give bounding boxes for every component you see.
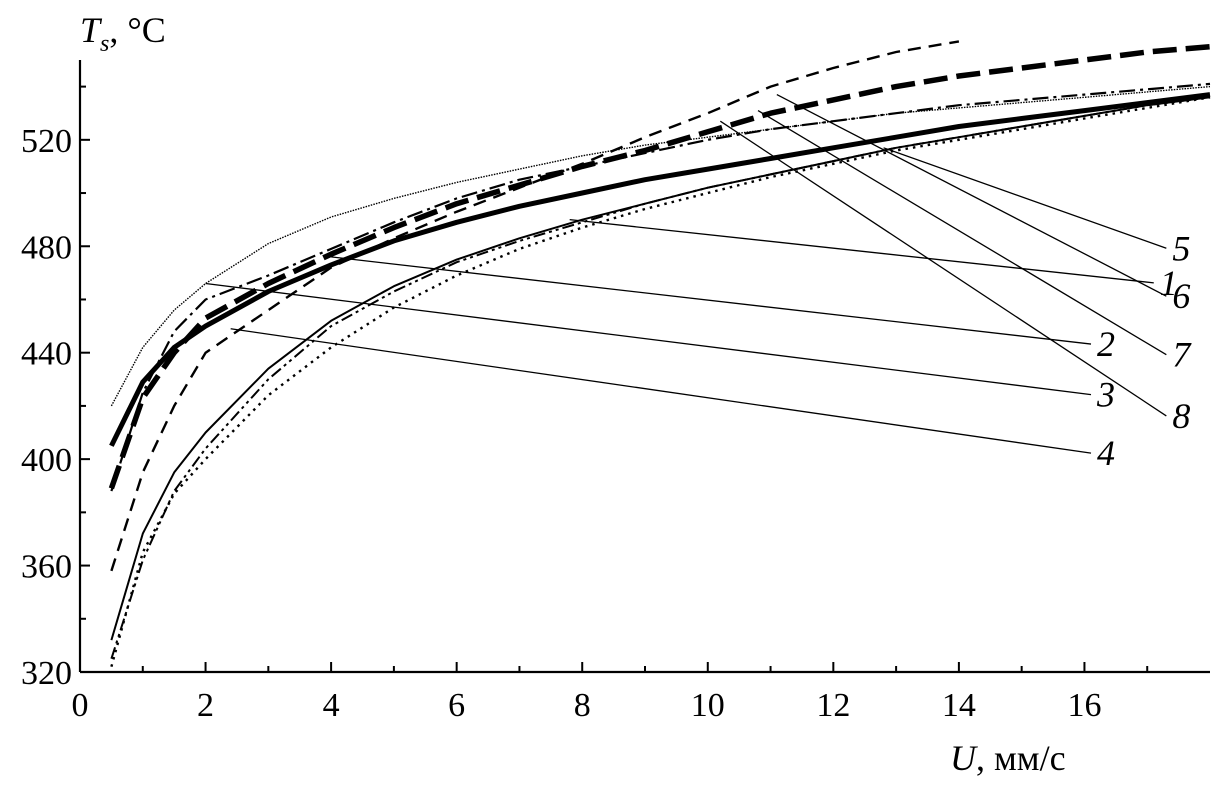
- curve-label-6: 6: [1172, 276, 1190, 316]
- curve-label-4: 4: [1097, 433, 1115, 473]
- ticks-layer: 0 2 4 6 8 10 12 14 16 320 360 400 440 480 520: [21, 85, 1149, 724]
- series-2-line: [109, 92, 1211, 447]
- x-tick-label: 6: [448, 687, 465, 724]
- curve-label-3: 3: [1096, 375, 1115, 415]
- y-tick-label: 360: [21, 549, 72, 586]
- series-7-line: [108, 43, 1211, 490]
- x-tick-label: 16: [1067, 687, 1101, 724]
- y-tick-label: 440: [21, 336, 72, 373]
- x-tick-label: 2: [197, 687, 214, 724]
- x-axis-unit: , мм/с: [976, 738, 1066, 778]
- leader-line-2: [331, 256, 1092, 345]
- curve-label-8: 8: [1172, 396, 1190, 436]
- x-tick-label: 4: [323, 687, 340, 724]
- y-axis-variable: T: [80, 10, 103, 50]
- x-tick-label: 10: [691, 687, 725, 724]
- y-tick-label: 400: [21, 442, 72, 479]
- y-axis-label: Ts, °C: [80, 10, 166, 57]
- leader-line-6: [776, 94, 1167, 297]
- y-axis-subscript: s: [100, 31, 109, 57]
- y-tick-label: 320: [21, 655, 72, 692]
- x-tick-label: 14: [942, 687, 976, 724]
- curve-label-5: 5: [1172, 228, 1190, 268]
- x-axis-variable: U: [950, 738, 978, 778]
- series-6-line: [110, 85, 1211, 407]
- leader-line-4: [230, 328, 1092, 454]
- y-tick-label: 520: [21, 123, 72, 160]
- leader-line-5: [883, 147, 1167, 249]
- curves-layer: [108, 40, 1211, 668]
- curve-label-2: 2: [1097, 324, 1115, 364]
- curve-labels-layer: 1 2 3 4 5 6 7 8: [1096, 228, 1192, 473]
- leader-line-8: [719, 120, 1167, 417]
- curve-label-7: 7: [1172, 335, 1192, 375]
- x-tick-label: 8: [574, 687, 591, 724]
- curve-label-1: 1: [1160, 263, 1178, 303]
- series-5-line: [110, 96, 1211, 668]
- leader-line-1: [569, 219, 1154, 284]
- x-axis-label: U, мм/с: [950, 738, 1066, 778]
- series-4-line: [110, 96, 1211, 660]
- y-axis-unit: , °C: [109, 10, 165, 50]
- x-tick-label: 12: [816, 687, 850, 724]
- y-tick-label: 480: [21, 229, 72, 266]
- leader-lines-layer: [205, 94, 1167, 454]
- leader-line-7: [757, 109, 1167, 356]
- leader-line-3: [205, 282, 1092, 396]
- x-tick-label: 0: [72, 687, 89, 724]
